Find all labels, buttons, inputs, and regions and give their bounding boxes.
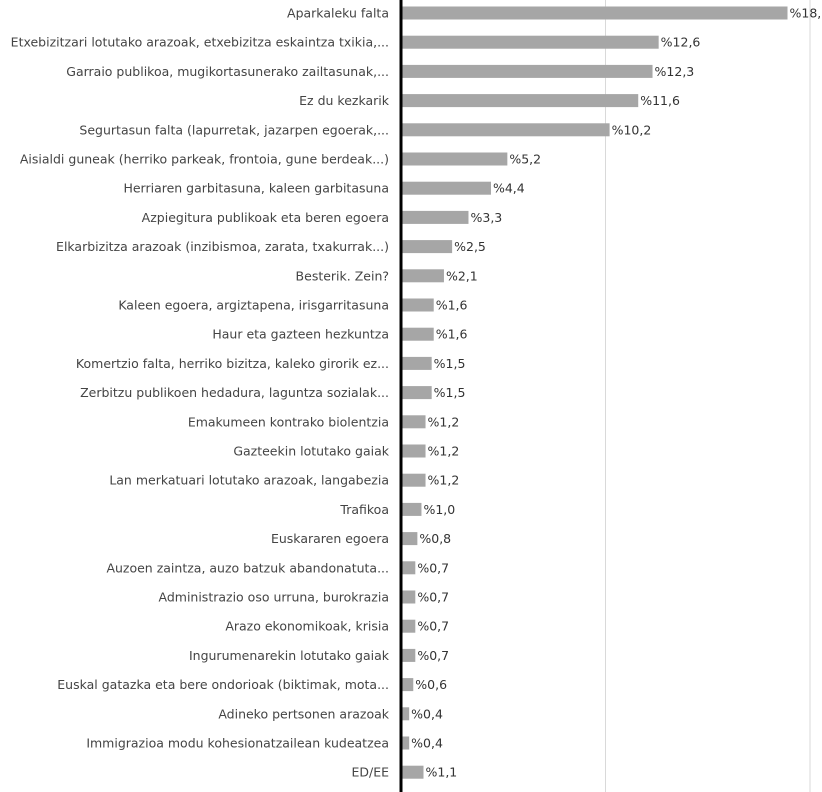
bar — [401, 648, 416, 662]
bar — [401, 64, 653, 78]
category-label: Azpiegitura publikoak eta beren egoera — [142, 210, 389, 225]
value-label: %18,9 — [790, 6, 822, 21]
value-label: %1,2 — [428, 414, 460, 429]
bar — [401, 532, 418, 546]
bar — [401, 123, 610, 137]
category-label: Immigrazioa modu kohesionatzailean kudea… — [86, 736, 389, 751]
value-label: %0,7 — [417, 619, 449, 634]
category-label: Euskararen egoera — [271, 531, 389, 546]
bar — [401, 6, 788, 20]
category-label: Etxebizitzari lotutako arazoak, etxebizi… — [11, 35, 389, 50]
category-label: Emakumeen kontrako biolentzia — [188, 414, 389, 429]
category-label: ED/EE — [351, 765, 389, 780]
category-label: Arazo ekonomikoak, krisia — [225, 619, 389, 634]
value-label: %12,3 — [655, 64, 695, 79]
category-label: Ingurumenarekin lotutako gaiak — [189, 648, 390, 663]
value-label: %0,4 — [411, 706, 443, 721]
category-label: Administrazio oso urruna, burokrazia — [159, 590, 390, 605]
bar — [401, 707, 410, 721]
category-label: Lan merkatuari lotutako arazoak, langabe… — [109, 473, 389, 488]
category-label: Adineko pertsonen arazoak — [218, 706, 389, 721]
value-label: %1,6 — [436, 327, 468, 342]
value-label: %11,6 — [640, 93, 680, 108]
bar — [401, 35, 659, 49]
category-label: Haur eta gazteen hezkuntza — [212, 327, 389, 342]
bar — [401, 415, 426, 429]
bar — [401, 590, 416, 604]
value-label: %0,7 — [417, 590, 449, 605]
category-label: Kaleen egoera, argiztapena, irisgarritas… — [118, 298, 389, 313]
value-label: %0,8 — [419, 531, 451, 546]
bar — [401, 561, 416, 575]
value-label: %0,4 — [411, 736, 443, 751]
bar — [401, 356, 432, 370]
bar — [401, 181, 491, 195]
category-label: Auzoen zaintza, auzo batzuk abandonatuta… — [106, 560, 389, 575]
bar — [401, 736, 410, 750]
bar — [401, 152, 508, 166]
category-label: Garraio publikoa, mugikortasunerako zail… — [66, 64, 389, 79]
category-label: Gazteekin lotutako gaiak — [233, 444, 389, 459]
value-label: %5,2 — [509, 152, 541, 167]
bar — [401, 678, 414, 692]
bar — [401, 473, 426, 487]
bar — [401, 298, 434, 312]
value-label: %1,5 — [434, 356, 466, 371]
value-label: %2,1 — [446, 268, 478, 283]
category-label: Aparkaleku falta — [287, 6, 389, 21]
value-label: %1,6 — [436, 298, 468, 313]
category-label: Euskal gatazka eta bere ondorioak (bikti… — [57, 677, 389, 692]
value-label: %2,5 — [454, 239, 486, 254]
bar — [401, 210, 469, 224]
value-label: %4,4 — [493, 181, 525, 196]
category-label: Aisialdi guneak (herriko parkeak, fronto… — [20, 152, 389, 167]
category-label: Segurtasun falta (lapurretak, jazarpen e… — [79, 122, 389, 137]
category-label: Trafikoa — [339, 502, 389, 517]
value-label: %1,1 — [425, 765, 457, 780]
value-label: %12,6 — [661, 35, 701, 50]
bar — [401, 269, 444, 283]
category-label: Herriaren garbitasuna, kaleen garbitasun… — [123, 181, 389, 196]
value-label: %0,7 — [417, 648, 449, 663]
value-label: %0,7 — [417, 560, 449, 575]
bar — [401, 327, 434, 341]
bar — [401, 765, 424, 779]
bar — [401, 502, 422, 516]
category-label: Zerbitzu publikoen hedadura, laguntza so… — [80, 385, 389, 400]
category-label: Komertzio falta, herriko bizitza, kaleko… — [76, 356, 389, 371]
value-label: %3,3 — [470, 210, 502, 225]
category-label: Elkarbizitza arazoak (inzibismoa, zarata… — [56, 239, 389, 254]
category-label: Besterik. Zein? — [296, 268, 389, 283]
value-label: %1,5 — [434, 385, 466, 400]
value-label: %1,2 — [428, 444, 460, 459]
bar — [401, 444, 426, 458]
bar — [401, 94, 639, 108]
category-label: Ez du kezkarik — [299, 93, 390, 108]
value-label: %10,2 — [612, 122, 652, 137]
bar — [401, 619, 416, 633]
value-label: %0,6 — [415, 677, 447, 692]
value-label: %1,0 — [423, 502, 455, 517]
bar — [401, 386, 432, 400]
bar — [401, 240, 453, 254]
value-label: %1,2 — [428, 473, 460, 488]
